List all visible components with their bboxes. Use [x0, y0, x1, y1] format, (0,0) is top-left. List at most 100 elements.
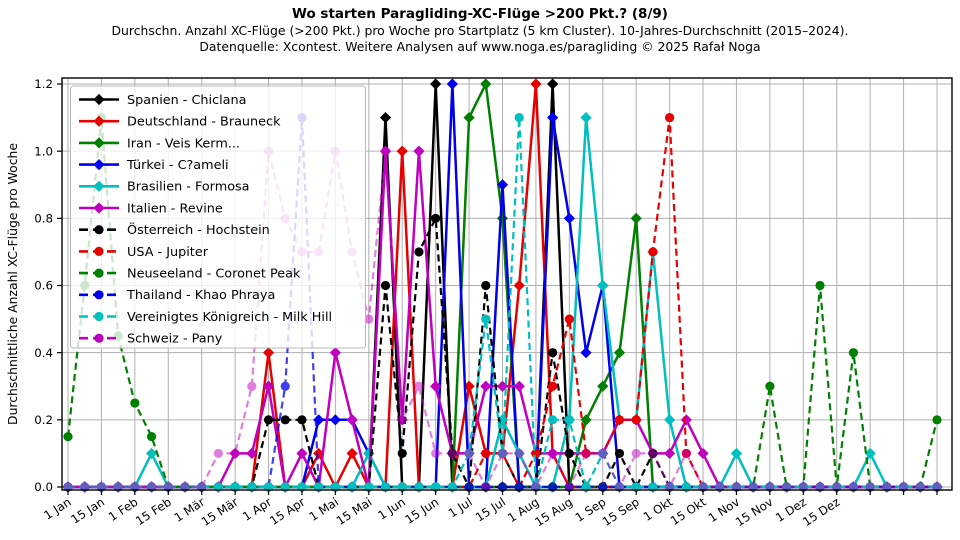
circle-marker — [146, 482, 157, 492]
circle-marker — [297, 415, 307, 425]
legend-item: Neuseeland - Coronet Peak — [79, 267, 301, 282]
legend-label: Vereinigtes Königreich - Milk Hill — [127, 310, 332, 325]
circle-marker — [648, 448, 658, 459]
circle-marker — [80, 482, 90, 492]
circle-marker — [514, 448, 524, 459]
circle-marker — [314, 482, 324, 492]
legend-label: Schweiz - Pany — [127, 332, 223, 347]
x-tick-label: 1 Jun — [375, 495, 408, 523]
circle-marker — [748, 482, 758, 492]
legend-label: Türkei - C?ameli — [126, 158, 229, 173]
circle-marker — [213, 448, 224, 459]
legend-item: Vereinigtes Königreich - Milk Hill — [79, 310, 332, 325]
circle-marker — [380, 482, 391, 492]
subtitle-line-2: Datenquelle: Xcontest. Weitere Analysen … — [199, 39, 761, 54]
circle-marker — [848, 482, 859, 492]
circle-marker — [548, 482, 558, 492]
diamond-marker — [496, 212, 509, 224]
diamond-marker — [446, 78, 458, 90]
legend-label: Deutschland - Brauneck — [127, 115, 281, 130]
circle-marker — [932, 482, 942, 492]
x-tick-label: 15 Jan — [68, 495, 107, 527]
circle-marker — [280, 482, 290, 492]
y-axis-label: Durchschnittliche Anzahl XC-Flüge pro Wo… — [5, 143, 20, 425]
circle-marker — [414, 247, 424, 257]
legend-marker — [93, 115, 105, 127]
circle-marker — [130, 398, 140, 408]
circle-marker — [481, 482, 491, 492]
legend-item: USA - Jupiter — [79, 245, 209, 260]
diamond-marker — [379, 111, 392, 124]
legend-item: Spanien - Chiclana — [79, 93, 246, 108]
circle-marker — [648, 247, 658, 257]
circle-marker — [548, 415, 558, 425]
circle-marker — [681, 448, 691, 459]
circle-marker — [648, 482, 658, 492]
circle-marker — [564, 448, 574, 459]
diamond-marker — [329, 347, 341, 359]
legend-item: Schweiz - Pany — [79, 332, 223, 347]
x-tick-label: 15 Apr — [267, 495, 308, 528]
x-tick-label: 15 Nov — [733, 495, 776, 530]
legend-marker — [93, 93, 105, 106]
diamond-marker — [513, 380, 525, 392]
y-tick-labels: 0.0 0.2 0.4 0.6 0.8 1.0 1.2 — [34, 77, 53, 494]
legend-label: Österreich - Hochstein — [127, 221, 270, 238]
circle-marker — [548, 448, 558, 459]
circle-marker — [481, 314, 491, 324]
legend-label: Thailand - Khao Phraya — [126, 288, 275, 303]
circle-marker — [364, 314, 374, 324]
circle-marker — [564, 314, 574, 324]
legend-marker — [94, 290, 104, 300]
diamond-marker — [547, 111, 559, 124]
diamond-marker — [513, 279, 525, 292]
diamond-marker — [480, 78, 492, 90]
circle-marker — [614, 415, 625, 425]
legend-item: Deutschland - Brauneck — [79, 115, 281, 130]
y-tick-label: 1.0 — [34, 144, 53, 158]
diamond-marker — [145, 447, 158, 460]
x-tick-label: 15 Sep — [600, 495, 642, 529]
circle-marker — [564, 482, 574, 492]
circle-marker — [230, 482, 240, 492]
circle-marker — [464, 482, 474, 492]
circle-marker — [263, 482, 274, 492]
circle-marker — [113, 482, 123, 492]
circle-marker — [431, 213, 441, 223]
diamond-marker — [463, 111, 475, 124]
diamond-marker — [329, 414, 341, 426]
circle-marker — [715, 482, 725, 492]
diamond-marker — [262, 347, 275, 359]
diamond-marker — [496, 179, 509, 191]
x-tick-label: 15 Jul — [473, 495, 508, 525]
diamond-marker — [580, 347, 592, 359]
legend: Spanien - Chiclana Deutschland - Brauneck… — [70, 85, 366, 349]
circle-marker — [280, 415, 290, 425]
subtitle-line-1: Durchschn. Anzahl XC-Flüge (>200 Pkt.) p… — [111, 23, 849, 38]
dashed-line — [68, 150, 937, 490]
legend-item: Iran - Veis Kerm... — [79, 136, 240, 151]
diamond-marker — [597, 380, 609, 392]
circle-marker — [815, 280, 825, 291]
diamond-marker — [697, 447, 709, 460]
circle-marker — [598, 448, 608, 459]
diamond-marker — [262, 380, 275, 392]
diamond-marker — [563, 212, 575, 224]
circle-marker — [63, 432, 73, 442]
diamond-marker — [530, 78, 542, 90]
circle-marker — [832, 482, 842, 492]
x-tick-label: 1 Jan — [41, 495, 73, 523]
diamond-marker — [580, 414, 592, 426]
circle-marker — [96, 482, 107, 492]
circle-marker — [497, 448, 508, 459]
axis-ticks — [57, 83, 938, 495]
circle-marker — [263, 415, 274, 425]
diamond-marker — [246, 447, 258, 460]
diamond-marker — [396, 145, 408, 157]
circle-marker — [397, 415, 407, 425]
diamond-marker — [413, 145, 425, 157]
diamond-marker — [613, 347, 626, 359]
legend-marker — [93, 159, 105, 171]
circle-marker — [447, 482, 457, 492]
legend-marker — [94, 333, 104, 343]
